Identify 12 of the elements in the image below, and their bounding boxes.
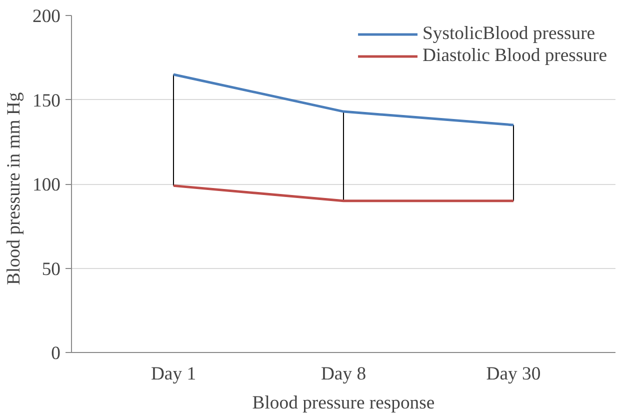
x-tick-label: Day 30 [486, 364, 541, 384]
y-tick-label: 150 [32, 90, 60, 112]
legend-label: Diastolic Blood pressure [422, 45, 607, 67]
x-tick-label: Day 1 [150, 364, 196, 384]
y-tick-label: 100 [32, 174, 60, 196]
legend-label: SystolicBlood pressure [422, 23, 596, 45]
y-tick-label: 0 [51, 343, 60, 364]
y-tick-label: 50 [42, 258, 60, 280]
x-tick-label: Day 8 [320, 364, 366, 384]
x-axis-title: Blood pressure response [252, 392, 435, 414]
y-axis-title: Blood pressure in mm Hg [4, 92, 25, 286]
y-tick-label: 200 [32, 6, 60, 27]
